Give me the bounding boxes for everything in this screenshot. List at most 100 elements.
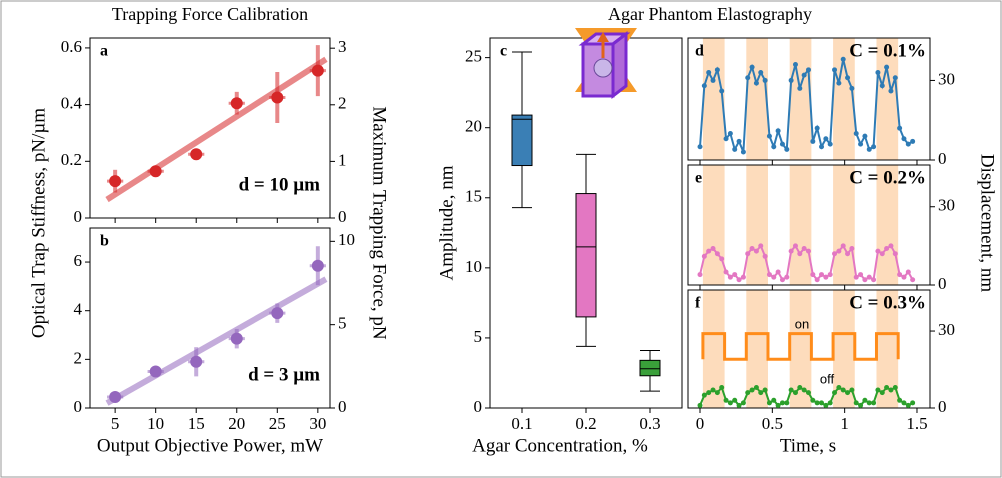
y-tick-label: 0 bbox=[338, 397, 347, 416]
series-point bbox=[740, 149, 746, 155]
series-point bbox=[840, 387, 846, 393]
y-tick-label: 30 bbox=[938, 320, 955, 339]
x-tick-label: 15 bbox=[188, 414, 205, 433]
series-point bbox=[801, 72, 807, 78]
x-axis-label: Output Objective Power, mW bbox=[97, 435, 323, 456]
series-point bbox=[784, 146, 790, 152]
axis-label: Optical Trap Stiffness, pN/µm bbox=[28, 108, 49, 338]
panel-letter: d bbox=[695, 43, 704, 60]
series-point bbox=[910, 138, 916, 144]
series-point bbox=[884, 384, 890, 390]
x-tick-label: 5 bbox=[111, 414, 120, 433]
series-point bbox=[871, 144, 877, 150]
y-tick-label: 0 bbox=[474, 397, 483, 416]
on-band bbox=[746, 38, 768, 160]
series-point bbox=[714, 251, 720, 257]
series-point bbox=[701, 83, 707, 89]
box bbox=[639, 359, 661, 377]
on-band bbox=[876, 38, 899, 160]
series-point bbox=[706, 69, 712, 75]
series-point bbox=[723, 397, 729, 403]
y-tick-label: 6 bbox=[74, 251, 83, 270]
y-tick-label: 20 bbox=[465, 117, 482, 136]
series-point bbox=[714, 67, 720, 73]
series-point bbox=[810, 397, 816, 403]
series-point bbox=[749, 64, 755, 70]
series-point bbox=[905, 402, 911, 408]
x-tick-label: 0 bbox=[696, 414, 705, 433]
series-point bbox=[840, 243, 846, 249]
series-point bbox=[723, 136, 729, 142]
series-point bbox=[697, 144, 703, 150]
series-point bbox=[862, 397, 868, 403]
data-point bbox=[311, 64, 324, 77]
y-tick-label: 5 bbox=[474, 327, 483, 346]
on-band bbox=[702, 38, 725, 160]
data-point bbox=[311, 259, 324, 272]
series-point bbox=[710, 245, 716, 251]
panel-frame bbox=[89, 37, 331, 219]
box bbox=[575, 193, 597, 318]
on-band bbox=[876, 290, 899, 408]
panel-letter: a bbox=[100, 43, 108, 60]
series-name: C = 0.3% bbox=[849, 292, 926, 313]
series-point bbox=[784, 274, 790, 280]
series-point bbox=[706, 390, 712, 396]
panel-frame bbox=[687, 164, 931, 286]
panel-letter: c bbox=[500, 43, 507, 60]
x-tick-label: 0.1 bbox=[511, 414, 532, 433]
x-tick-label: 1.5 bbox=[906, 414, 927, 433]
series-point bbox=[706, 248, 712, 254]
series-point bbox=[736, 277, 742, 283]
series-point bbox=[745, 75, 751, 81]
y-tick-label: 1 bbox=[338, 150, 347, 169]
series-point bbox=[727, 130, 733, 136]
series-point bbox=[866, 146, 872, 152]
chart-title: Trapping Force Calibration bbox=[112, 4, 308, 24]
series-name: C = 0.2% bbox=[849, 167, 926, 188]
series-point bbox=[845, 251, 851, 257]
series-point bbox=[849, 387, 855, 393]
data-point bbox=[230, 97, 243, 110]
data-point bbox=[271, 307, 284, 320]
series-point bbox=[819, 144, 825, 150]
series-point bbox=[892, 384, 898, 390]
series-point bbox=[788, 387, 794, 393]
y-tick-label: 2 bbox=[74, 348, 83, 367]
bead bbox=[593, 58, 613, 78]
series-point bbox=[732, 397, 738, 403]
series-point bbox=[779, 141, 785, 147]
series-point bbox=[901, 136, 907, 142]
series-point bbox=[749, 387, 755, 393]
series-point bbox=[736, 138, 742, 144]
series-point bbox=[879, 390, 885, 396]
series-point bbox=[866, 274, 872, 280]
series-point bbox=[832, 390, 838, 396]
x-tick-label: 20 bbox=[228, 414, 245, 433]
axis-label: Displacement, nm bbox=[977, 154, 998, 292]
series-point bbox=[884, 245, 890, 251]
series-point bbox=[875, 69, 881, 75]
series-point bbox=[745, 390, 751, 396]
annotation: d = 3 µm bbox=[248, 364, 320, 385]
series-point bbox=[888, 387, 894, 393]
series-point bbox=[740, 274, 746, 280]
series-point bbox=[758, 390, 764, 396]
series-point bbox=[905, 269, 911, 275]
series-point bbox=[905, 141, 911, 147]
fit-line bbox=[105, 56, 328, 203]
series-point bbox=[879, 83, 885, 89]
y-tick-label: 0 bbox=[938, 274, 947, 293]
series-point bbox=[814, 125, 820, 131]
y-tick-label: 0.6 bbox=[61, 37, 82, 56]
series-point bbox=[814, 277, 820, 283]
series-point bbox=[910, 400, 916, 406]
panel-frame bbox=[687, 37, 931, 161]
y-tick-label: 0 bbox=[938, 149, 947, 168]
x-tick-label: 0.5 bbox=[762, 414, 783, 433]
series-point bbox=[823, 402, 829, 408]
y-tick-label: 0.2 bbox=[61, 150, 82, 169]
x-tick-label: 10 bbox=[147, 414, 164, 433]
